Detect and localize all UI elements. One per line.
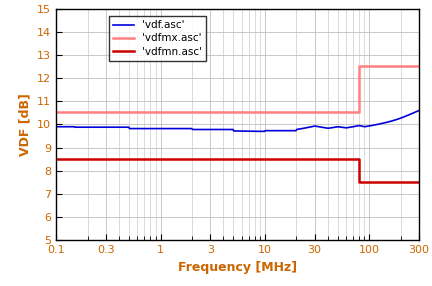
'vdf.asc' (327, 126, 333, 130)
'vdfmn.asc' (356, 181, 362, 184)
Y-axis label: VDF [dB]: VDF [dB] (19, 93, 32, 156)
'vdfmx.asc' (416, 65, 422, 68)
'vdfmn.asc' (416, 181, 422, 184)
'vdfmn.asc' (356, 157, 362, 161)
Line: 'vdf.asc': 'vdf.asc' (56, 110, 419, 131)
'vdf.asc' (118, 126, 123, 129)
Line: 'vdfmx.asc': 'vdfmx.asc' (56, 67, 419, 112)
X-axis label: Frequency [MHz]: Frequency [MHz] (178, 261, 297, 274)
'vdf.asc' (147, 127, 152, 130)
'vdfmx.asc' (54, 110, 59, 113)
'vdfmn.asc' (54, 157, 59, 161)
'vdf.asc' (268, 129, 273, 132)
'vdf.asc' (54, 125, 59, 128)
'vdf.asc' (218, 128, 223, 131)
'vdfmx.asc' (356, 110, 362, 113)
Line: 'vdfmn.asc': 'vdfmn.asc' (56, 159, 419, 182)
'vdf.asc' (416, 109, 422, 112)
'vdf.asc' (262, 130, 267, 133)
'vdf.asc' (296, 127, 302, 131)
'vdfmx.asc' (356, 65, 362, 68)
Legend: 'vdf.asc', 'vdfmx.asc', 'vdfmn.asc': 'vdf.asc', 'vdfmx.asc', 'vdfmn.asc' (108, 16, 206, 61)
